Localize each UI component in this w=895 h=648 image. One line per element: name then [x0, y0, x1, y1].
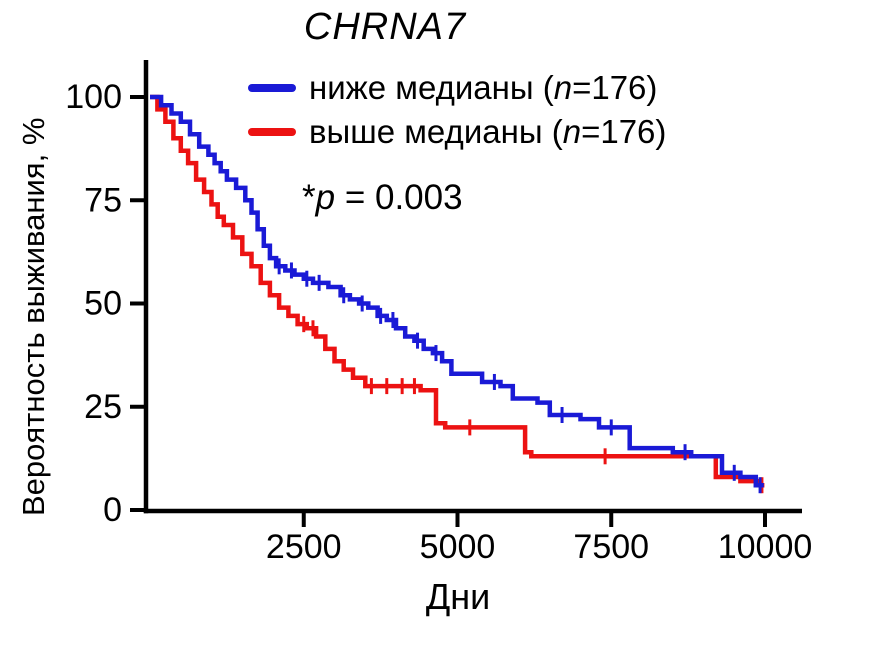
x-tick-label: 10000	[718, 528, 813, 566]
x-axis-title: Дни	[425, 576, 491, 617]
survival-curve-above-median	[150, 94, 765, 488]
legend-item-below-median: ниже медианы (n=176)	[248, 69, 666, 106]
legend-swatch-above-median	[248, 128, 296, 137]
legend: ниже медианы (n=176) выше медианы (n=176…	[248, 69, 666, 151]
x-tick-label: 5000	[420, 528, 496, 566]
x-tick-label: 7500	[573, 528, 649, 566]
survival-curve-below-median	[150, 94, 764, 488]
chart-title: CHRNA7	[303, 6, 467, 48]
y-tick-label: 50	[84, 285, 122, 323]
x-tick-label: 2500	[266, 528, 342, 566]
y-tick-label: 0	[103, 491, 122, 529]
legend-label-below-median: ниже медианы (n=176)	[309, 69, 658, 106]
y-tick-label: 75	[84, 181, 122, 219]
legend-label-above-median: выше медианы (n=176)	[309, 113, 667, 151]
y-tick-label: 25	[84, 388, 122, 426]
legend-swatch-below-median	[248, 84, 296, 93]
p-value-annotation: *p = 0.003	[302, 178, 463, 217]
y-tick-label: 100	[65, 78, 122, 116]
legend-item-above-median: выше медианы (n=176)	[248, 114, 666, 150]
